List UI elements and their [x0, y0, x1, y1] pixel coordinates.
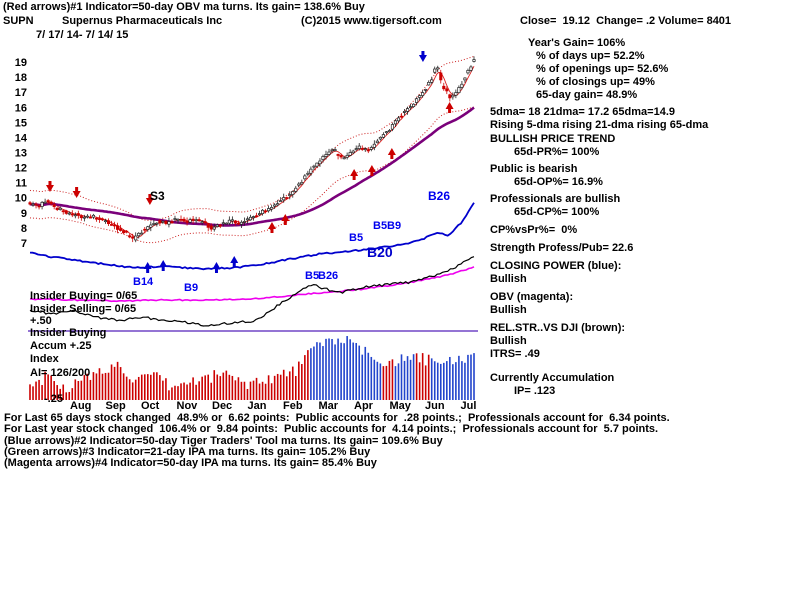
accum-label-1: Insider Buying — [30, 327, 107, 339]
indicator3-note: (Green arrows)#3 Indicator=21-day IPA ma… — [4, 446, 371, 458]
red-arrow-up — [350, 169, 359, 180]
cp-65d: 65d-CP%= 100% — [514, 206, 600, 218]
signal-label-b14: B14 — [133, 276, 154, 288]
svg-text:Aug: Aug — [70, 400, 91, 412]
svg-text:Mar: Mar — [319, 400, 339, 412]
svg-text:Jul: Jul — [461, 400, 477, 412]
svg-text:Sep: Sep — [106, 400, 126, 412]
red-arrow-up — [387, 148, 396, 159]
footer-year-summary: For Last year stock changed 106.4% or 9.… — [4, 423, 659, 435]
signal-label-s3: S3 — [150, 189, 165, 203]
years-gain: Year's Gain= 106% — [528, 37, 626, 49]
red-arrow-down — [72, 187, 81, 198]
svg-text:9: 9 — [21, 208, 27, 220]
svg-text:17: 17 — [15, 87, 27, 99]
svg-text:Jan: Jan — [248, 400, 267, 412]
op-65d: 65d-OP%= 16.9% — [514, 176, 603, 188]
itrs: ITRS= .49 — [490, 348, 540, 360]
cp-vs-pr: CP%vsPr%= 0% — [490, 224, 578, 236]
svg-text:Apr: Apr — [354, 400, 374, 412]
red-arrow-up — [367, 165, 376, 176]
pr-65d: 65d-PR%= 100% — [514, 146, 600, 158]
blue-arrow-up — [159, 260, 168, 271]
quote-line: Close= 19.12 Change= .2 Volume= 8401 — [520, 15, 732, 27]
signal-label-b5b9: B5B9 — [373, 220, 401, 232]
red-arrow-down — [45, 181, 54, 192]
insider-buying-count: Insider Buying= 0/65 — [30, 290, 138, 302]
dma-rising: Rising 5-dma rising 21-dma rising 65-dma — [490, 119, 709, 131]
obv-label: OBV (magenta): — [490, 291, 574, 303]
accum-label-3: Index — [30, 353, 59, 365]
svg-text:16: 16 — [15, 102, 27, 114]
signal-label-b26: B26 — [428, 189, 450, 203]
signal-label-b20: B20 — [367, 244, 393, 260]
ticker-symbol: SUPN — [3, 15, 34, 27]
price-chart-svg: 19 18 17 16 15 14 13 12 11 10 9 8 7 Aug Sep Oct Nov Dec Ja… — [15, 51, 478, 412]
svg-text:12: 12 — [15, 163, 27, 175]
relstr-label: REL.STR..VS DJI (brown): — [490, 322, 626, 334]
indicator4-note: (Magenta arrows)#4 Indicator=50-day IPA … — [4, 457, 377, 469]
public-sentiment: Public is bearish — [490, 163, 578, 175]
red-arrow-up — [281, 214, 290, 225]
signal-label-b5: B5 — [305, 270, 319, 282]
svg-text:Feb: Feb — [283, 400, 303, 412]
professionals-sentiment: Professionals are bullish — [490, 193, 621, 205]
svg-text:Oct: Oct — [141, 400, 160, 412]
strength-ratio: Strength Profess/Pub= 22.6 — [490, 242, 634, 254]
signal-label-b26: B26 — [318, 270, 338, 282]
closing-power-label: CLOSING POWER (blue): — [490, 260, 622, 272]
company-name: Supernus Pharmaceuticals Inc — [62, 15, 223, 27]
blue-arrow-down — [418, 51, 427, 62]
red-arrow-down — [145, 194, 154, 205]
svg-text:15: 15 — [15, 117, 27, 129]
svg-text:Dec: Dec — [212, 400, 232, 412]
svg-text:10: 10 — [15, 193, 27, 205]
blue-arrow-up — [143, 262, 152, 273]
accumulation-status: Currently Accumulation — [490, 372, 615, 384]
obv-status: Bullish — [490, 304, 527, 316]
svg-text:11: 11 — [15, 178, 27, 190]
svg-text:14: 14 — [15, 132, 28, 144]
svg-text:18: 18 — [15, 72, 27, 84]
scale-plus50: +.50 — [30, 315, 52, 327]
scale-minus25: -.25 — [44, 393, 63, 405]
svg-text:8: 8 — [21, 223, 27, 235]
pct-openings-up: % of openings up= 52.6% — [536, 63, 669, 75]
accum-label-2: Accum +.25 — [30, 340, 92, 352]
svg-text:Jun: Jun — [425, 400, 445, 412]
svg-text:19: 19 — [15, 57, 27, 69]
price-trend: BULLISH PRICE TREND — [490, 133, 616, 145]
blue-arrow-up — [212, 262, 221, 273]
pct-closings-up: % of closings up= 49% — [536, 76, 655, 88]
red-arrow-up — [267, 222, 276, 233]
indicator1-header: (Red arrows)#1 Indicator=50-day OBV ma t… — [3, 1, 365, 13]
svg-text:7: 7 — [21, 238, 27, 250]
svg-text:Nov: Nov — [177, 400, 199, 412]
closing-power-status: Bullish — [490, 273, 527, 285]
svg-text:13: 13 — [15, 148, 27, 160]
pct-days-up: % of days up= 52.2% — [536, 50, 645, 62]
insider-selling-count: Insider Selling= 0/65 — [30, 303, 137, 315]
indicator2-note: (Blue arrows)#2 Indicator=50-day Tiger T… — [4, 435, 443, 447]
footer-65day-summary: For Last 65 days stock changed 48.9% or … — [4, 412, 670, 424]
relstr-status: Bullish — [490, 335, 527, 347]
copyright: (C)2015 www.tigersoft.com — [301, 15, 442, 27]
dma-values: 5dma= 18 21dma= 17.2 65dma=14.9 — [490, 106, 675, 118]
svg-text:May: May — [390, 400, 412, 412]
gain-65day: 65-day gain= 48.9% — [536, 89, 638, 101]
ip-value: IP= .123 — [514, 385, 556, 397]
signal-label-b9: B9 — [184, 282, 198, 294]
ai-value: AI= 126/200 — [30, 367, 91, 379]
signal-label-b5: B5 — [349, 232, 363, 244]
blue-arrow-up — [230, 256, 239, 267]
date-range: 7/ 17/ 14- 7/ 14/ 15 — [36, 29, 129, 41]
red-arrow-up — [445, 102, 454, 113]
